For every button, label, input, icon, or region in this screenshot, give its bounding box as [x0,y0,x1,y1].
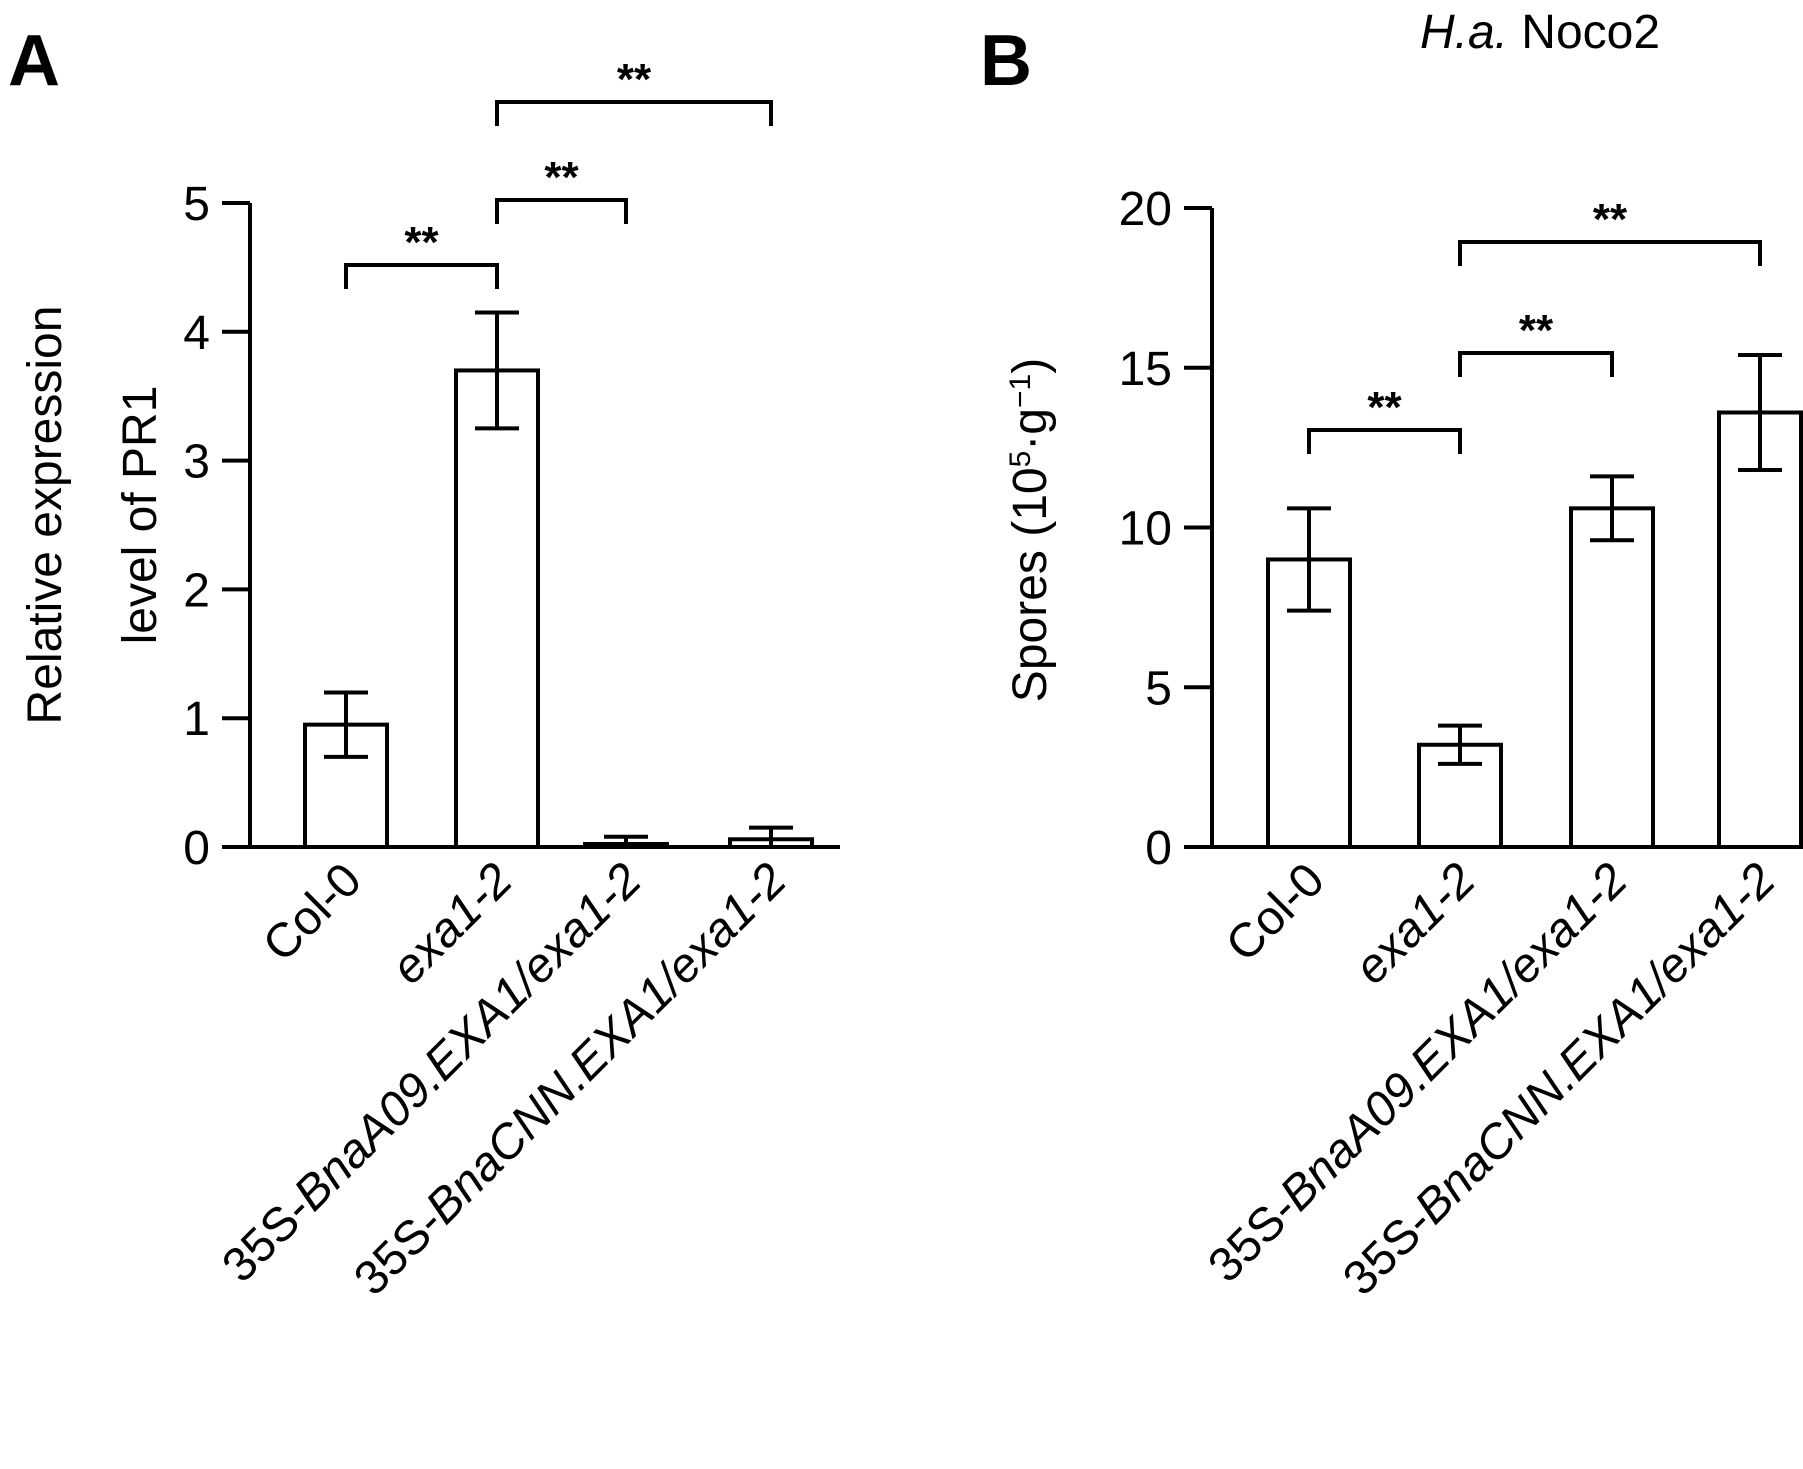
significance-bracket [344,263,499,289]
title-part: Noco2 [1508,6,1660,59]
chart-title: H.a. Noco2 [1420,6,1660,59]
y-axis-label-line: Relative expression [19,306,72,725]
y-tick-label: 20 [1119,183,1172,236]
significance-label: ** [544,153,579,202]
significance-label: ** [404,218,439,267]
y-axis-label-line: level of PR1 [114,386,167,645]
x-tick-label-part: exa1-2 [1345,853,1486,994]
x-tick-label: exa1-2 [1345,853,1486,994]
significance-bracket [1458,351,1614,377]
panel-letter-a: A [8,21,60,101]
x-tick-label-part: Col-0 [253,853,372,972]
y-tick-label: 0 [1145,822,1172,875]
bar [1569,506,1655,849]
significance-label: ** [1593,195,1628,244]
y-axis-label-superscript: −1 [1004,374,1037,408]
significance-bracket [495,100,773,126]
y-tick-label: 4 [183,307,210,360]
x-tick-label: Col-0 [253,853,372,972]
y-axis-label-text: Spores (105·g−1) [1004,358,1058,702]
y-tick-label: 3 [183,436,210,489]
y-axis-label: Spores (105·g−1) [1004,358,1058,702]
y-tick-label: 5 [183,178,210,231]
significance-label: ** [617,55,652,104]
y-axis-label: Relative expression level of PR1 [19,306,167,725]
y-tick-label: 5 [1145,662,1172,715]
x-tick-label-part: Col-0 [1216,853,1335,972]
significance-label: ** [1367,383,1402,432]
panel-letter-b: B [980,21,1032,101]
significance-bracket [1458,240,1762,266]
significance-bracket [1307,428,1462,454]
panel-a: A 0 1 2 3 4 5 Relative expression level of PR1 Co… [8,21,840,1306]
y-tick-label: 10 [1119,503,1172,556]
y-axis-label-superscript: 5 [1004,451,1037,468]
title-part: H.a. [1420,6,1508,59]
significance-bracket [495,198,628,224]
y-axis-label-part: ·g [1004,408,1057,451]
bar [1717,410,1803,849]
y-tick-label: 2 [183,564,210,617]
y-tick-label: 1 [183,693,210,746]
y-tick-label: 0 [183,822,210,875]
y-axis-label-part: Spores (10 [1004,467,1057,702]
significance-label: ** [1519,306,1554,355]
y-axis-label-part: ) [1004,358,1057,374]
bar [454,368,540,849]
y-tick-label: 15 [1119,343,1172,396]
x-tick-label: Col-0 [1216,853,1335,972]
